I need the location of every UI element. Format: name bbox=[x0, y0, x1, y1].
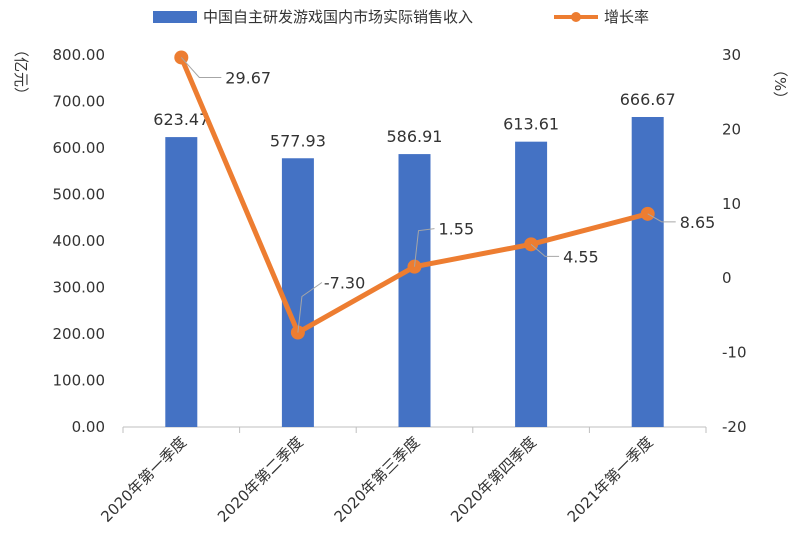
y-left-tick-label: 500.00 bbox=[53, 186, 106, 204]
bar bbox=[281, 158, 314, 427]
x-axis: 2020年第一季度 2020年第二季度 2020年第三季度 2020年第四季度 2021… bbox=[97, 426, 707, 526]
y-right-tick-label: 30 bbox=[722, 46, 741, 64]
legend-bar-swatch bbox=[153, 11, 197, 23]
line-labels: 29.67 -7.30 1.55 4.55 8.65 bbox=[180, 57, 716, 333]
y-left-tick-label: 400.00 bbox=[53, 232, 106, 250]
y-left-tick-label: 600.00 bbox=[53, 139, 106, 157]
y-right-ticks: -20 -10 0 10 20 30 bbox=[722, 46, 747, 436]
growth-leader-line bbox=[530, 243, 560, 257]
y-left-tick-label: 700.00 bbox=[53, 93, 106, 111]
growth-leader-line bbox=[647, 213, 676, 223]
bar bbox=[515, 141, 548, 427]
bar bbox=[165, 137, 198, 427]
x-tick-label: 2020年第四季度 bbox=[447, 433, 540, 526]
bar-data-label: 577.93 bbox=[270, 131, 326, 150]
growth-data-label: -7.30 bbox=[324, 274, 365, 293]
bar bbox=[631, 116, 664, 428]
y-left-tick-label: 100.00 bbox=[53, 372, 106, 390]
legend-line-marker bbox=[571, 12, 581, 22]
y-right-tick-label: -10 bbox=[722, 344, 747, 362]
y-right-tick-label: 20 bbox=[722, 120, 741, 138]
y-left-ticks: 0.00 100.00 200.00 300.00 400.00 500.00 600.00… bbox=[53, 46, 106, 436]
legend-bar-label: 中国自主研发游戏国内市场实际销售收入 bbox=[203, 8, 473, 26]
bar-data-label: 613.61 bbox=[503, 115, 559, 134]
bar-labels: 623.47 577.93 586.91 613.61 666.67 bbox=[153, 90, 675, 150]
y-left-tick-label: 300.00 bbox=[53, 279, 106, 297]
legend: 中国自主研发游戏国内市场实际销售收入 增长率 bbox=[153, 8, 649, 26]
growth-leader-line bbox=[297, 282, 323, 333]
y-left-tick-label: 0.00 bbox=[72, 418, 105, 436]
growth-leader-line bbox=[180, 57, 222, 78]
bar bbox=[398, 154, 431, 427]
x-tick-label: 2020年第二季度 bbox=[214, 433, 307, 526]
y-right-axis-label: （%） bbox=[771, 62, 789, 106]
y-right-tick-label: 0 bbox=[722, 269, 732, 287]
bar-data-label: 623.47 bbox=[153, 110, 209, 129]
y-left-tick-label: 200.00 bbox=[53, 325, 106, 343]
x-tick-label: 2020年第三季度 bbox=[331, 433, 424, 526]
y-right-tick-label: -20 bbox=[722, 418, 747, 436]
growth-data-label: 29.67 bbox=[225, 68, 271, 87]
x-tick-label: 2020年第一季度 bbox=[97, 433, 190, 526]
growth-data-label: 4.55 bbox=[563, 247, 599, 266]
y-right-tick-label: 10 bbox=[722, 195, 741, 213]
x-tick-label: 2021年第一季度 bbox=[564, 433, 657, 526]
y-left-axis-label: （亿元） bbox=[12, 42, 30, 102]
bars bbox=[165, 116, 664, 428]
growth-data-label: 1.55 bbox=[439, 220, 475, 239]
growth-leader-line bbox=[414, 228, 435, 267]
y-left-tick-label: 800.00 bbox=[53, 46, 106, 64]
bar-data-label: 586.91 bbox=[387, 127, 443, 146]
growth-data-label: 8.65 bbox=[680, 213, 716, 232]
bar-data-label: 666.67 bbox=[620, 90, 676, 109]
legend-line-label: 增长率 bbox=[604, 8, 649, 26]
